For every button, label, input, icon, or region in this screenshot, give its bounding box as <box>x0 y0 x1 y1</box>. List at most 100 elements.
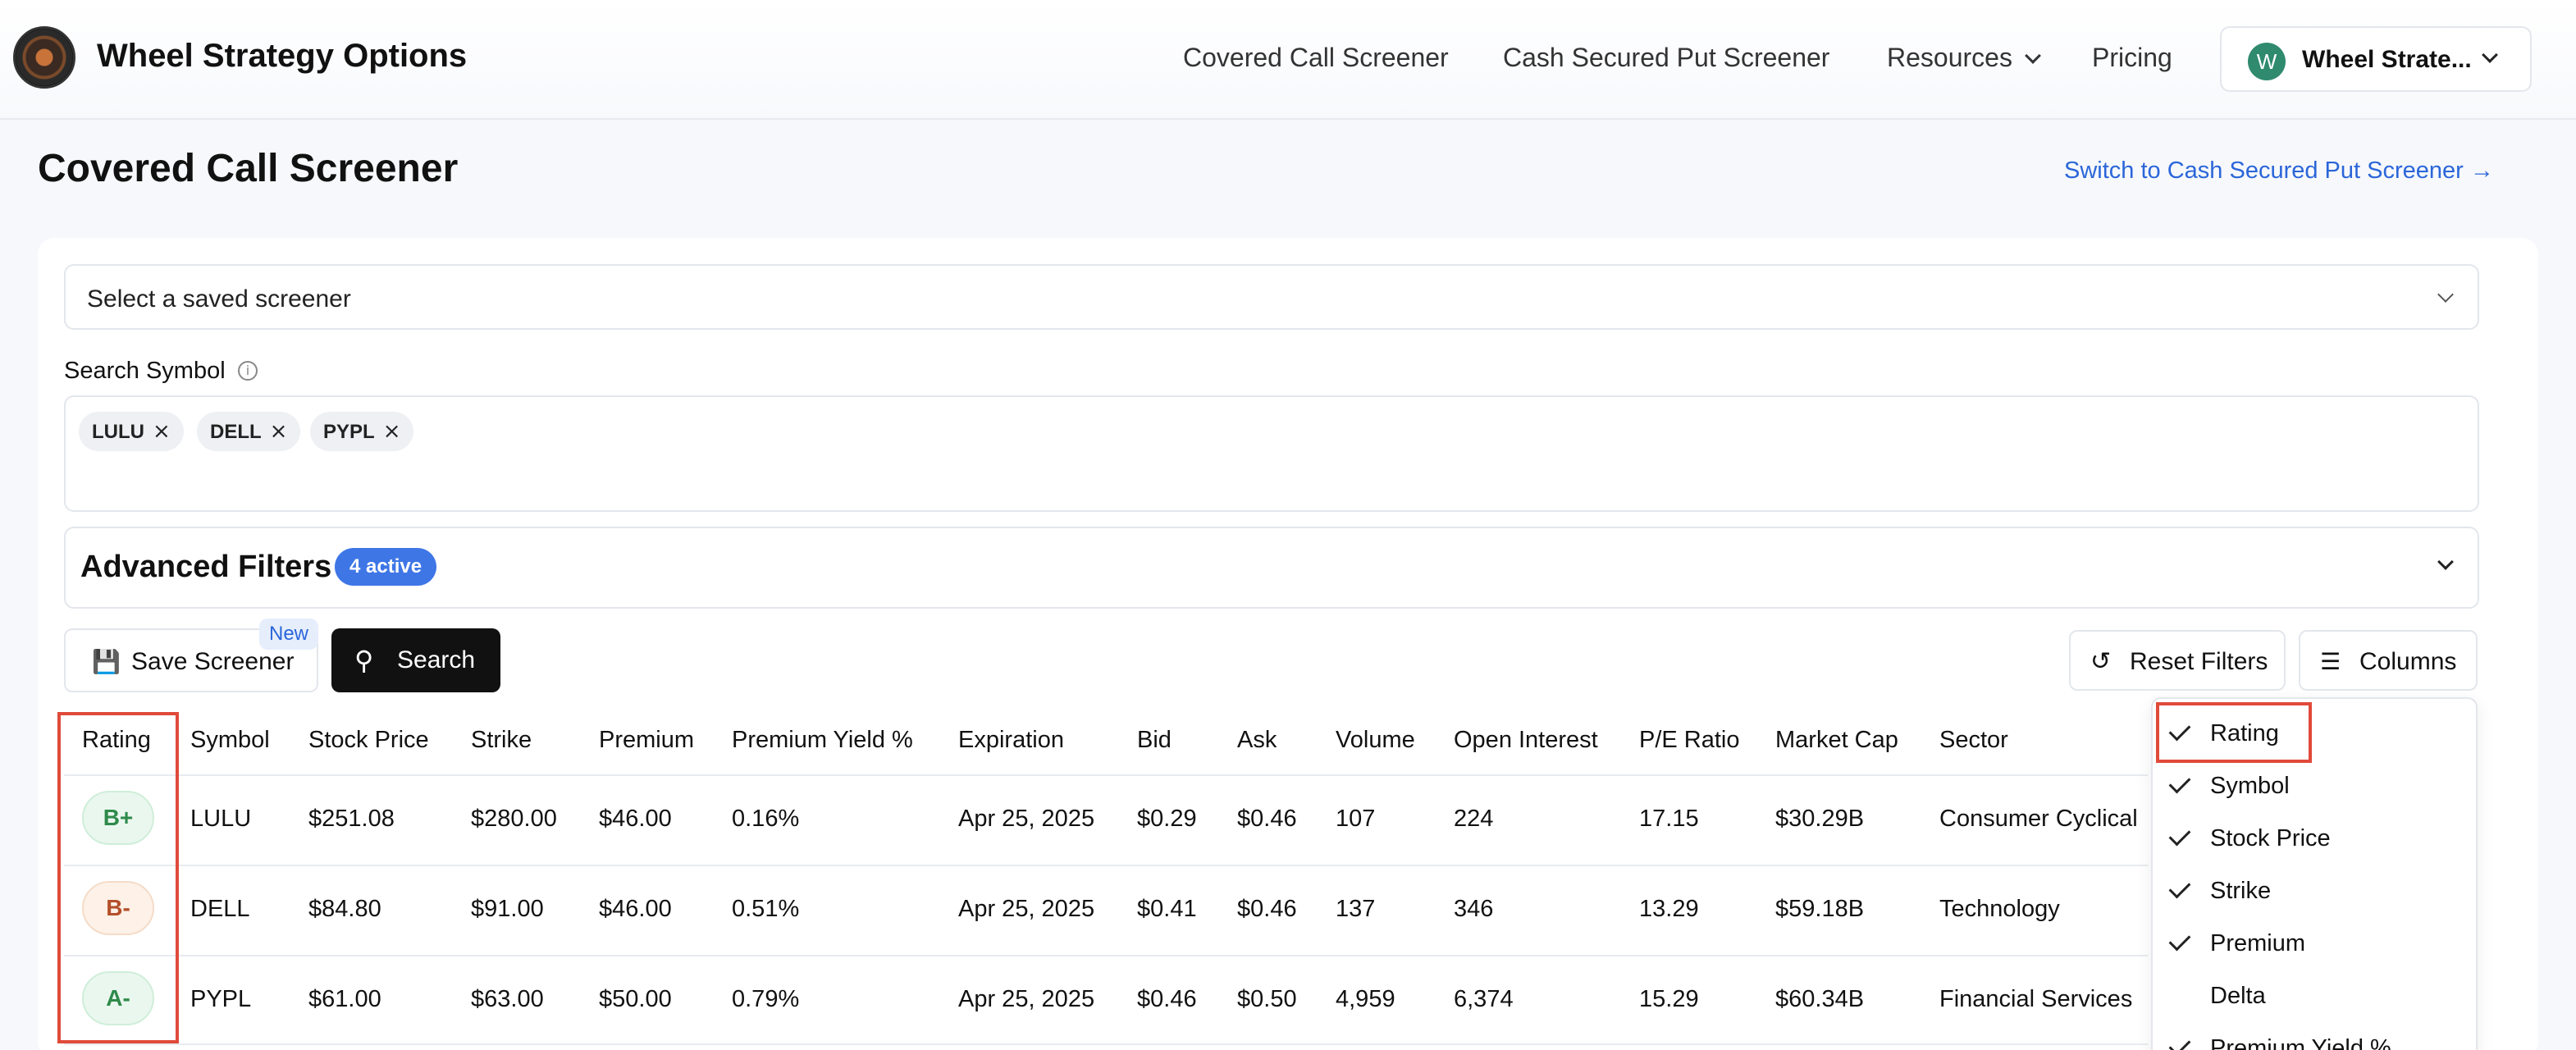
cell-premium-yield: 0.79% <box>732 986 800 1012</box>
search-button[interactable]: ⚲ Search <box>331 628 500 692</box>
column-header-market-cap[interactable]: Market Cap <box>1775 727 1898 753</box>
cell-bid: $0.29 <box>1137 806 1197 832</box>
column-option-stock-price[interactable]: Stock Price <box>2153 812 2479 865</box>
nav-covered-call-screener[interactable]: Covered Call Screener <box>1183 43 1449 72</box>
save-screener-label: Save Screener <box>131 648 295 675</box>
column-option-label: Rating <box>2210 720 2279 746</box>
cell-open-interest: 6,374 <box>1454 986 1514 1012</box>
symbol-tag-label: LULU <box>92 421 144 443</box>
column-header-stock-price[interactable]: Stock Price <box>308 727 429 753</box>
cell-premium-yield: 0.16% <box>732 806 800 832</box>
cell-sector: Consumer Cyclical <box>1939 806 2138 832</box>
rating-column-highlight <box>57 712 179 1043</box>
rating-badge: A- <box>82 971 154 1025</box>
column-header-open-interest[interactable]: Open Interest <box>1454 727 1598 753</box>
cell-symbol[interactable]: PYPL <box>190 986 252 1012</box>
cell-market-cap: $30.29B <box>1775 806 1865 832</box>
saved-screener-select[interactable]: Select a saved screener <box>64 264 2479 330</box>
cell-pe-ratio: 13.29 <box>1639 896 1699 922</box>
cell-symbol[interactable]: LULU <box>190 806 252 832</box>
column-option-label: Strike <box>2210 878 2272 904</box>
active-filters-badge: 4 active <box>335 548 437 586</box>
account-name: Wheel Strate... <box>2302 46 2472 73</box>
cell-open-interest: 224 <box>1454 806 1494 832</box>
check-icon <box>2168 876 2191 899</box>
check-icon <box>2168 1034 2191 1050</box>
advanced-filters-title: Advanced Filters <box>80 550 332 584</box>
column-option-delta[interactable]: Delta <box>2153 970 2479 1022</box>
symbol-tag: DELL × <box>197 412 301 451</box>
column-header-premium[interactable]: Premium <box>599 727 695 753</box>
column-header-premium-yield[interactable]: Premium Yield % <box>732 727 913 753</box>
cell-premium-yield: 0.51% <box>732 896 800 922</box>
column-option-label: Symbol <box>2210 773 2290 799</box>
column-header-sector[interactable]: Sector <box>1939 727 2008 753</box>
cell-sector: Financial Services <box>1939 986 2133 1012</box>
column-option-rating[interactable]: Rating <box>2153 707 2479 760</box>
page-title: Covered Call Screener <box>38 147 459 190</box>
column-option-label: Premium <box>2210 930 2306 956</box>
column-header-ask[interactable]: Ask <box>1237 727 1277 753</box>
sliders-icon: ☰ <box>2320 648 2341 675</box>
brand-logo-icon[interactable] <box>13 26 75 89</box>
info-icon[interactable]: i <box>238 361 258 381</box>
column-header-strike[interactable]: Strike <box>471 727 532 753</box>
columns-dropdown-menu: Rating Symbol Stock Price Strike Premium… <box>2151 697 2478 1050</box>
column-option-label: Delta <box>2210 983 2266 1009</box>
cell-premium: $46.00 <box>599 896 672 922</box>
column-header-bid[interactable]: Bid <box>1137 727 1172 753</box>
nav-pricing[interactable]: Pricing <box>2092 43 2172 72</box>
rating-option-highlight <box>2156 702 2312 763</box>
column-option-premium[interactable]: Premium <box>2153 917 2479 970</box>
row-divider <box>64 1043 2148 1045</box>
column-header-rating[interactable]: Rating <box>82 727 151 753</box>
nav-cash-secured-put-screener[interactable]: Cash Secured Put Screener <box>1503 43 1830 72</box>
symbol-tag-input[interactable]: LULU × DELL × PYPL × <box>64 395 2479 512</box>
column-header-volume[interactable]: Volume <box>1336 727 1415 753</box>
brand-name[interactable]: Wheel Strategy Options <box>97 38 468 74</box>
switch-to-csp-link[interactable]: Switch to Cash Secured Put Screener → <box>2064 158 2494 184</box>
cell-bid: $0.46 <box>1137 986 1197 1012</box>
column-option-premium-yield[interactable]: Premium Yield % <box>2153 1022 2479 1050</box>
cell-market-cap: $59.18B <box>1775 896 1865 922</box>
search-icon: ⚲ <box>354 645 374 676</box>
column-header-expiration[interactable]: Expiration <box>958 727 1064 753</box>
nav-resources-menu[interactable]: Resources <box>1887 43 2041 73</box>
chevron-down-icon <box>2025 48 2041 64</box>
new-badge: New <box>259 619 319 650</box>
column-header-symbol[interactable]: Symbol <box>190 727 270 753</box>
cell-volume: 107 <box>1336 806 1376 832</box>
cell-expiration: Apr 25, 2025 <box>958 896 1095 922</box>
check-icon <box>2168 929 2191 952</box>
cell-symbol[interactable]: DELL <box>190 896 250 922</box>
close-icon[interactable]: × <box>269 419 288 444</box>
advanced-filters-toggle[interactable]: Advanced Filters 4 active <box>64 527 2479 609</box>
chevron-down-icon <box>2437 286 2454 303</box>
cell-volume: 137 <box>1336 896 1376 922</box>
column-header-pe-ratio[interactable]: P/E Ratio <box>1639 727 1740 753</box>
search-button-label: Search <box>397 646 476 673</box>
cell-strike: $91.00 <box>471 896 544 922</box>
saved-screener-placeholder: Select a saved screener <box>87 285 351 313</box>
symbol-tag-label: DELL <box>210 421 262 443</box>
close-icon[interactable]: × <box>382 419 401 444</box>
close-icon[interactable]: × <box>152 419 171 444</box>
cell-bid: $0.41 <box>1137 896 1197 922</box>
cell-premium: $50.00 <box>599 986 672 1012</box>
reset-filters-button[interactable]: ↺ Reset Filters <box>2069 630 2286 691</box>
cell-ask: $0.46 <box>1237 806 1297 832</box>
column-option-strike[interactable]: Strike <box>2153 865 2479 917</box>
account-menu-button[interactable]: W Wheel Strate... <box>2220 26 2532 92</box>
cell-strike: $280.00 <box>471 806 557 832</box>
avatar: W <box>2248 43 2286 80</box>
columns-button[interactable]: ☰ Columns <box>2299 630 2478 691</box>
search-symbol-label: Search Symbol <box>64 358 226 384</box>
save-icon: 💾 <box>92 648 121 675</box>
cell-pe-ratio: 17.15 <box>1639 806 1699 832</box>
column-option-symbol[interactable]: Symbol <box>2153 760 2479 812</box>
columns-label: Columns <box>2359 648 2457 675</box>
cell-sector: Technology <box>1939 896 2060 922</box>
cell-volume: 4,959 <box>1336 986 1395 1012</box>
cell-pe-ratio: 15.29 <box>1639 986 1699 1012</box>
chevron-down-icon <box>2482 47 2498 63</box>
